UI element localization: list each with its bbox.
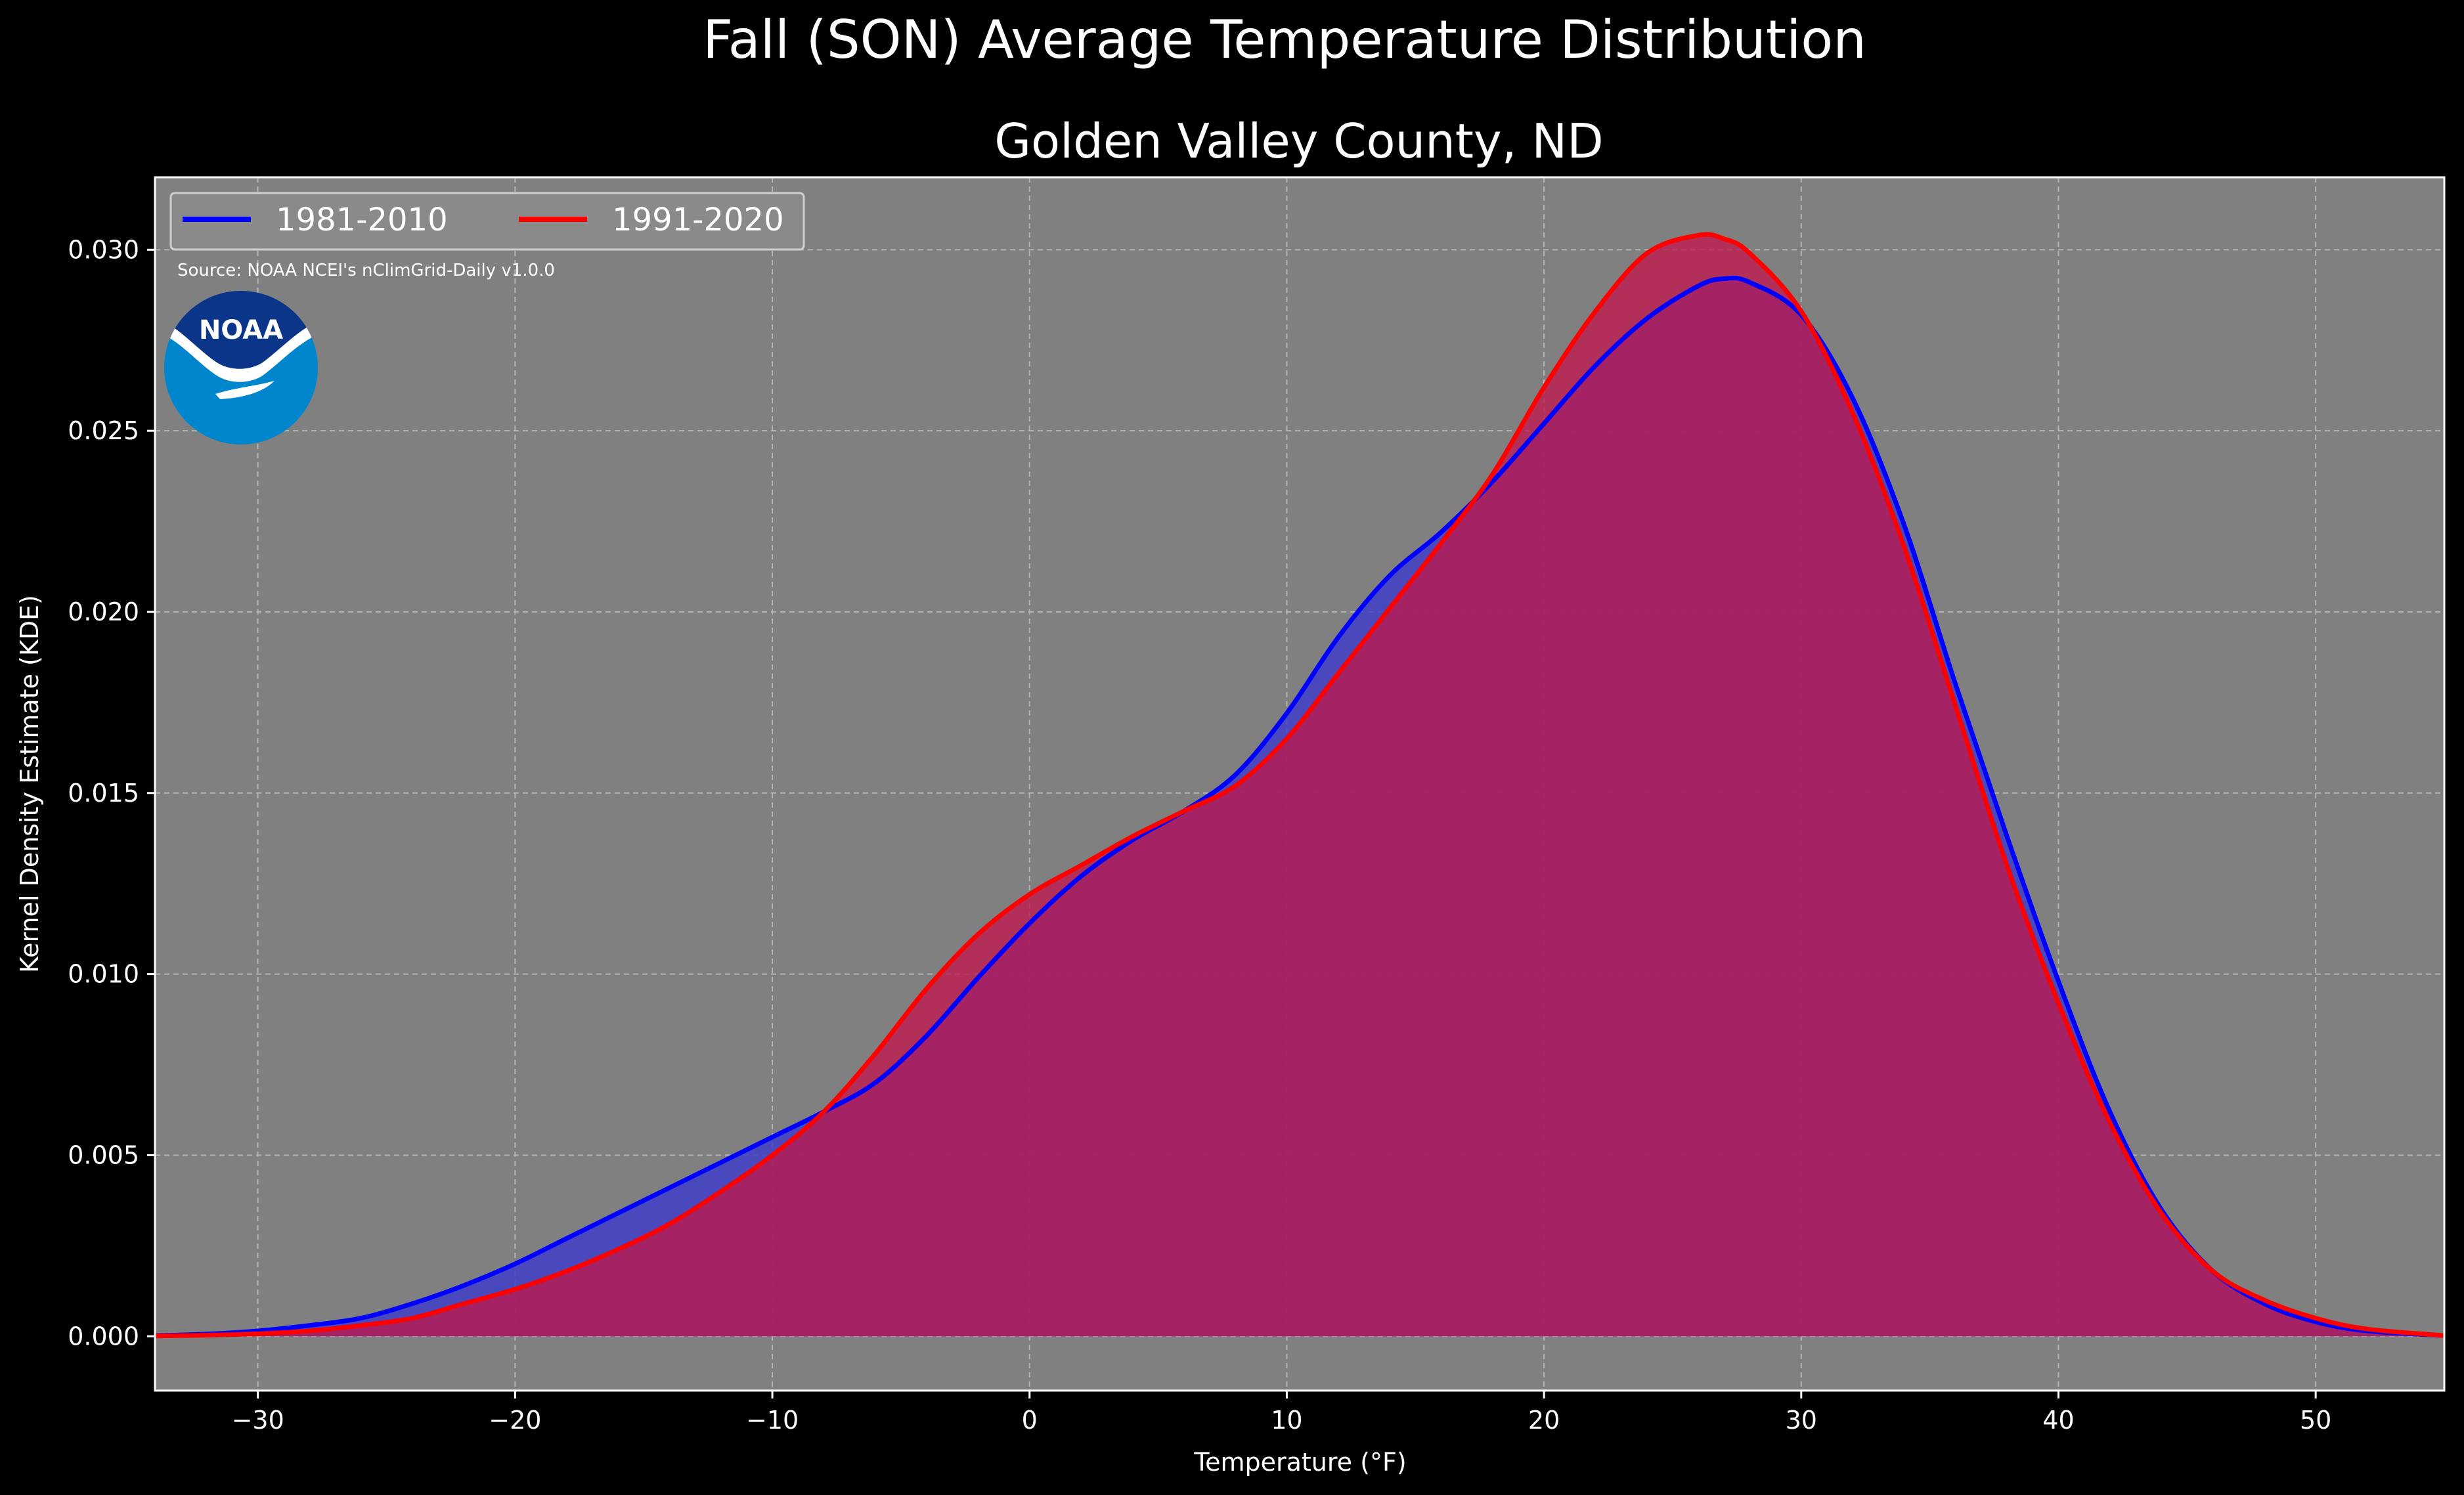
y-axis-label: Kernel Density Estimate (KDE): [15, 595, 44, 973]
series-fill-1991-2020: [155, 234, 2444, 1337]
series-fills: [155, 234, 2444, 1337]
legend-box: [169, 192, 805, 251]
legend-label-1991-2020: 1991-2020: [612, 202, 784, 238]
x-tick-label: −20: [489, 1406, 541, 1435]
x-tick-label: 50: [2300, 1406, 2331, 1435]
y-tick-label: 0.025: [68, 416, 139, 445]
noaa-logo-text: NOAA: [199, 315, 283, 345]
x-tick-label: 30: [1786, 1406, 1817, 1435]
x-tick-label: 0: [1022, 1406, 1038, 1435]
x-tick-label: 40: [2042, 1406, 2074, 1435]
source-note: Source: NOAA NCEI's nClimGrid-Daily v1.0…: [177, 261, 555, 280]
x-axis-label: Temperature (°F): [1193, 1448, 1406, 1477]
y-tick-label: 0.015: [68, 779, 139, 808]
chart-title: Golden Valley County, ND: [994, 114, 1603, 169]
x-axis-ticks: −30 −20 −10 0 10 20 30 40 50: [232, 1391, 2331, 1435]
y-tick-label: 0.020: [68, 597, 139, 626]
y-tick-label: 0.005: [68, 1140, 139, 1169]
legend-label-1981-2010: 1981-2010: [276, 202, 448, 238]
y-tick-label: 0.010: [68, 960, 139, 989]
y-tick-label: 0.000: [68, 1322, 139, 1351]
legend: 1981-2010 1991-2020: [169, 192, 805, 251]
series-line-1991-2020: [154, 232, 2445, 1339]
series-lines: [154, 232, 2445, 1339]
x-tick-label: 10: [1271, 1406, 1302, 1435]
x-tick-label: 20: [1528, 1406, 1560, 1435]
y-tick-label: 0.030: [68, 235, 139, 264]
plot-frame: [154, 176, 2446, 1392]
x-tick-label: −10: [746, 1406, 799, 1435]
x-tick-label: −30: [232, 1406, 284, 1435]
y-axis-ticks: 0.000 0.005 0.010 0.015 0.020 0.025 0.030: [68, 235, 155, 1351]
chart-suptitle: Fall (SON) Average Temperature Distribut…: [703, 9, 1866, 70]
series-line-1981-2010: [154, 275, 2445, 1338]
